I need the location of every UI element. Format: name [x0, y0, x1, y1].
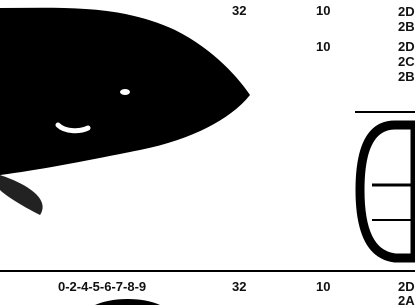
scanned-page: 32 10 2D 2B 10 2D 2C 2B 0-2-4-5-6-7-8-9 … — [0, 0, 415, 305]
code: 2B — [398, 70, 415, 83]
image-fragment — [95, 299, 160, 305]
part-drawing — [360, 125, 415, 258]
code: 2D — [398, 5, 415, 18]
highlight — [120, 89, 130, 95]
qty: 10 — [316, 280, 330, 293]
size: 32 — [232, 280, 246, 293]
code: 2B — [398, 20, 415, 33]
image-shadow — [0, 175, 43, 215]
code: 2A — [398, 294, 415, 305]
scan-artwork — [0, 0, 415, 305]
code: 2D — [398, 40, 415, 53]
qty: 10 — [316, 40, 330, 53]
code: 2C — [398, 55, 415, 68]
size: 32 — [232, 4, 246, 17]
part-number: 0-2-4-5-6-7-8-9 — [58, 280, 146, 293]
code: 2D — [398, 280, 415, 293]
qty: 10 — [316, 4, 330, 17]
